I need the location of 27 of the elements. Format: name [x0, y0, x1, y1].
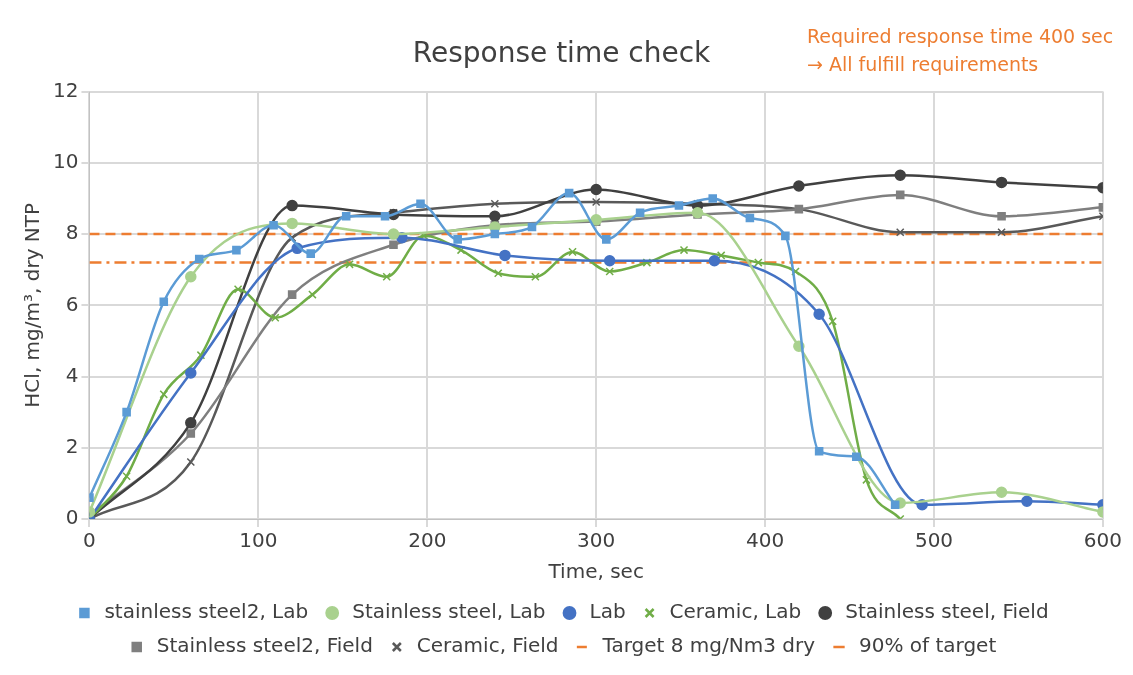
legend-label: Ceramic, Field: [416, 633, 559, 658]
x-tick-label: 600: [1083, 528, 1123, 553]
y-tick-label: 6: [65, 291, 79, 316]
y-tick-label: 12: [53, 77, 79, 102]
legend-label: stainless steel2, Lab: [104, 599, 309, 624]
legend-label: Target 8 mg/Nm3 dry: [601, 633, 816, 658]
x-axis-title: Time, sec: [547, 559, 644, 584]
x-tick-label: 0: [83, 528, 96, 553]
x-tick-label: 100: [239, 528, 278, 553]
x-tick-label: 200: [408, 528, 447, 553]
x-tick-label: 300: [577, 528, 616, 553]
x-tick-label: 400: [746, 528, 785, 553]
legend-label: Stainless steel2, Field: [156, 633, 373, 658]
y-tick-label: 2: [65, 433, 79, 458]
legend-label: Stainless steel, Lab: [352, 599, 546, 624]
y-tick-label: 10: [53, 149, 79, 174]
chart-title: Response time check: [412, 36, 712, 70]
legend-label: Lab: [589, 599, 626, 624]
x-tick-label: 500: [914, 528, 954, 553]
y-tick-label: 8: [65, 220, 79, 245]
y-axis-title: HCl, mg/m³, dry NTP: [20, 202, 45, 408]
y-tick-label: 0: [65, 505, 79, 530]
legend-label: 90% of target: [859, 633, 997, 658]
legend-label: Stainless steel, Field: [845, 599, 1049, 624]
y-tick-label: 4: [65, 362, 79, 387]
legend-label: Ceramic, Lab: [669, 599, 802, 624]
text: Required response time 400 sec → All fulfill requirements: [807, 24, 1115, 77]
